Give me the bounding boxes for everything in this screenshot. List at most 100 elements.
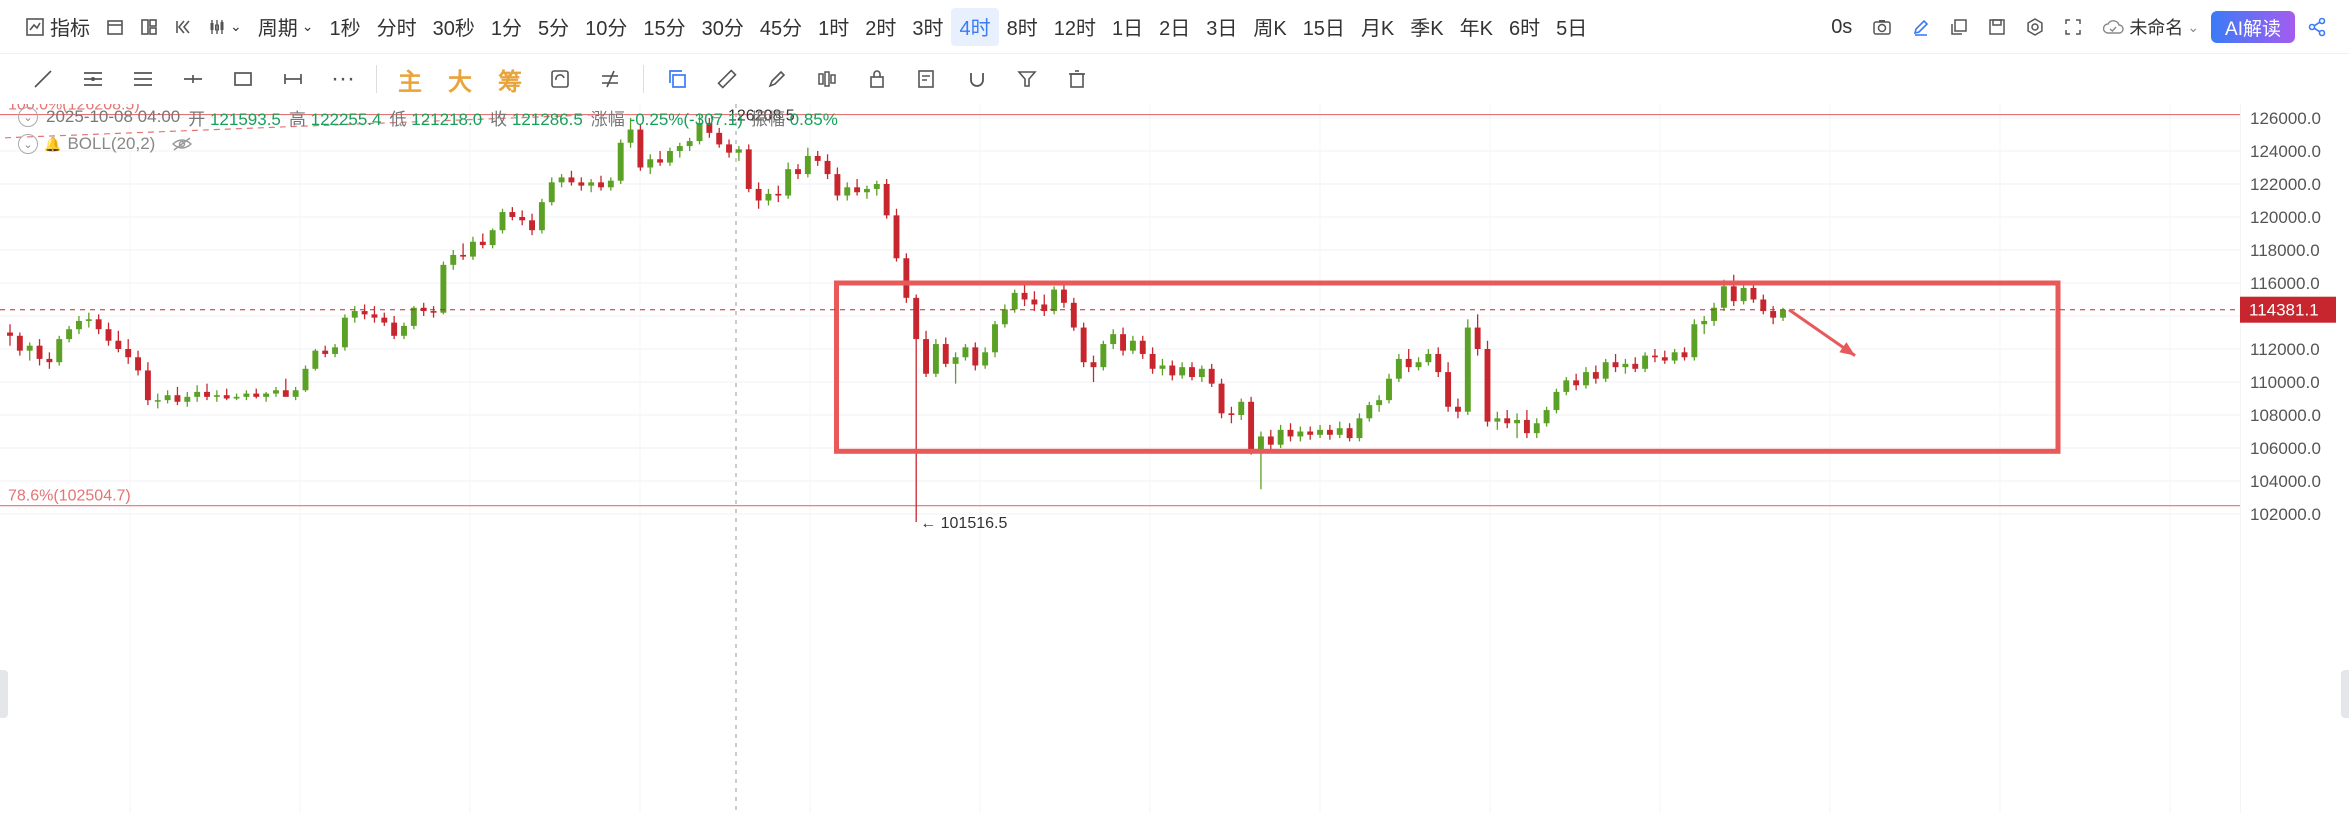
candle-body (883, 184, 890, 216)
timer[interactable]: 0s (1823, 8, 1860, 46)
settings-button[interactable] (2018, 8, 2052, 46)
measure-tool[interactable] (268, 57, 318, 101)
candle-body (95, 319, 102, 330)
screenshot-button[interactable] (1864, 8, 1900, 46)
indicator-button[interactable]: 指标 (18, 8, 98, 46)
candle-body (381, 317, 388, 323)
layout-name-dropdown[interactable]: 未命名 ⌄ (2094, 8, 2207, 46)
candle-body (1454, 406, 1461, 412)
candle-body (1474, 327, 1481, 349)
candle-body (1346, 428, 1353, 439)
interval-tab[interactable]: 12时 (1053, 18, 1096, 40)
interval-tab[interactable]: 10分 (585, 18, 628, 40)
price-axis[interactable]: 102000.0 104000.0 106000.0 108000.0 110000.0… (2240, 104, 2349, 813)
interval-tab[interactable]: 4时 (951, 7, 999, 46)
collapse-toggle-icon[interactable]: ⌄ (18, 107, 38, 127)
copy-tool[interactable] (652, 57, 702, 101)
trend-line-tool[interactable] (18, 57, 68, 101)
candle-body (164, 395, 171, 401)
fullscreen-button[interactable] (2056, 8, 2090, 46)
high-value: 122255.4 (310, 109, 382, 129)
candle-body (1011, 292, 1018, 310)
candlestick-chart[interactable]: 100.0%(126208.5) 78.6%(102504.7) ← 126208.… (0, 104, 2240, 813)
interval-tab[interactable]: 1秒 (329, 18, 361, 40)
candle-body (351, 311, 358, 318)
horizontal-line-tool[interactable] (168, 57, 218, 101)
interval-tab[interactable]: 30秒 (432, 18, 475, 40)
change-label: 涨幅 (590, 109, 625, 129)
interval-tab[interactable]: 6时 (1508, 18, 1541, 40)
interval-tab[interactable]: 8时 (1006, 18, 1038, 40)
interval-tab[interactable]: 15日 (1302, 18, 1345, 40)
candle-body (1661, 357, 1668, 361)
interval-tab[interactable]: 3日 (1206, 18, 1238, 40)
main-chart-toggle[interactable]: 主 (385, 57, 435, 101)
right-panel-handle[interactable] (2341, 670, 2349, 718)
y-tick-label: 118000.0 (2250, 241, 2320, 260)
edit-tool[interactable] (902, 57, 952, 101)
share-button[interactable] (2299, 8, 2335, 46)
resize-button[interactable] (1942, 8, 1976, 46)
candle-body (1484, 349, 1491, 422)
interval-tab[interactable]: 30分 (701, 18, 744, 40)
save-layout-button[interactable] (1980, 8, 2014, 46)
more-tools-button[interactable]: ··· (318, 57, 368, 101)
interval-tab[interactable]: 15分 (643, 18, 686, 40)
interval-tab[interactable]: 2日 (1159, 18, 1191, 40)
rectangle-tool[interactable] (218, 57, 268, 101)
interval-tab[interactable]: 1时 (818, 18, 850, 40)
magnet-tool[interactable] (585, 57, 635, 101)
interval-tab[interactable]: 5分 (537, 18, 570, 40)
ai-analysis-button[interactable]: AI解读 (2211, 11, 2295, 43)
more-icon: ··· (331, 65, 355, 92)
candle-body (144, 370, 151, 401)
candles-icon (818, 71, 836, 87)
interval-tab[interactable]: 月K (1360, 18, 1395, 40)
magnet-snap-tool[interactable] (952, 57, 1002, 101)
candle-body (1356, 418, 1363, 439)
interval-tab[interactable]: 2时 (865, 18, 897, 40)
candle-body (292, 390, 299, 397)
interval-tab[interactable]: 年K (1459, 18, 1493, 40)
fib-tool[interactable] (118, 57, 168, 101)
ruler-tool[interactable] (702, 57, 752, 101)
interval-tab[interactable]: 5日 (1556, 18, 1588, 40)
interval-tab[interactable]: 周K (1253, 18, 1287, 40)
filter-tool[interactable] (1002, 57, 1052, 101)
eye-hidden-icon[interactable] (171, 136, 193, 152)
brush-tool[interactable] (752, 57, 802, 101)
candle-body (282, 390, 289, 397)
interval-tab[interactable]: 分时 (376, 18, 417, 40)
interval-tab[interactable]: 45分 (759, 18, 803, 40)
bell-icon[interactable]: 🔔 (44, 135, 62, 152)
range-box (834, 280, 2061, 454)
candle-body (1287, 429, 1294, 437)
interval-tab[interactable]: 季K (1410, 18, 1444, 40)
candle-body (1238, 401, 1245, 415)
candle-body (1780, 309, 1786, 318)
candlestick-icon (210, 19, 224, 34)
replay-button[interactable] (166, 8, 200, 46)
collapse-toggle-icon[interactable]: ⌄ (18, 134, 38, 154)
compare-tool[interactable] (802, 57, 852, 101)
left-panel-handle[interactable] (0, 670, 8, 718)
chart-type-button[interactable]: ⌄ (200, 8, 250, 46)
period-dropdown[interactable]: 周期 ⌄ (250, 8, 322, 46)
candle-body (1031, 299, 1038, 305)
sync-tool[interactable] (535, 57, 585, 101)
interval-tab[interactable]: 1分 (490, 18, 522, 40)
interval-tab[interactable]: 3时 (912, 18, 944, 40)
candle-body (854, 187, 861, 193)
delete-tool[interactable] (1052, 57, 1102, 101)
interval-tab[interactable]: 1日 (1111, 18, 1144, 40)
parallel-channel-tool[interactable] (68, 57, 118, 101)
draw-button[interactable] (1904, 8, 1938, 46)
candle-body (804, 155, 811, 175)
layout-button[interactable] (132, 8, 166, 46)
candle-body (450, 254, 457, 265)
chip-distribution-toggle[interactable]: 筹 (485, 57, 535, 101)
calendar-button[interactable] (98, 8, 132, 46)
candle-body (499, 212, 506, 231)
big-order-toggle[interactable]: 大 (435, 57, 485, 101)
lock-tool[interactable] (852, 57, 902, 101)
